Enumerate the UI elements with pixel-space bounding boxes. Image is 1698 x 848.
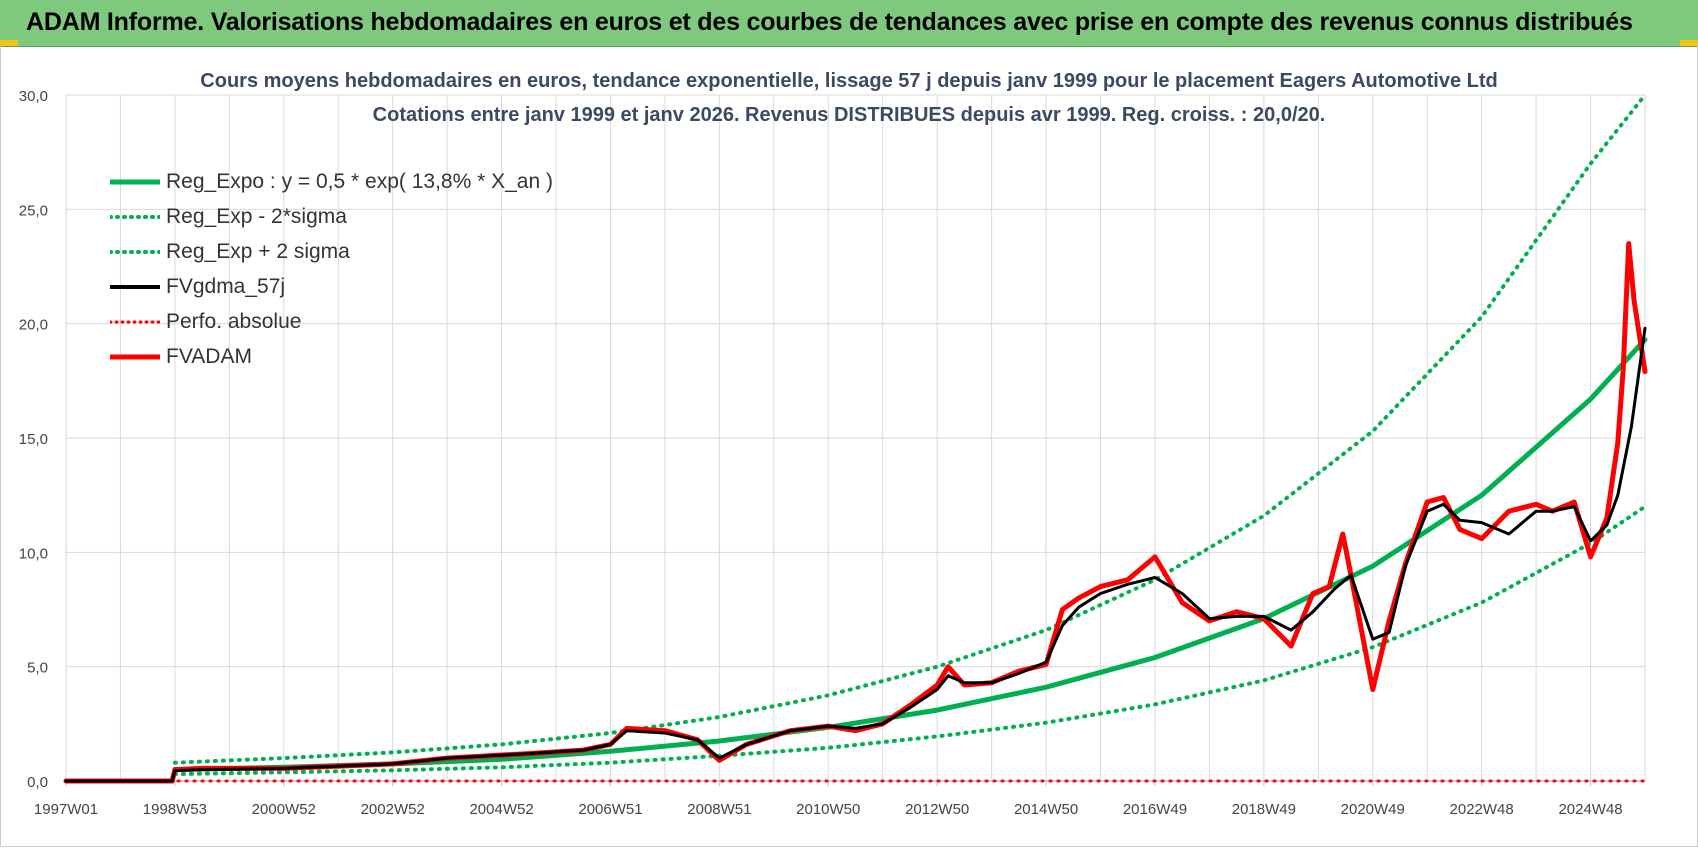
series-line	[64, 326, 1647, 783]
legend-label: Reg_Expo : y = 0,5 * exp( 13,8% * X_an )	[166, 169, 553, 193]
legend-label: Perfo. absolue	[166, 309, 302, 333]
chart-title: Cours moyens hebdomadaires en euros, ten…	[200, 70, 1498, 92]
legend-swatch-fvadam	[110, 354, 160, 359]
x-tick-label: 2014W50	[1014, 801, 1078, 818]
x-tick-label: 2022W48	[1450, 801, 1514, 818]
legend-swatch-reg-exp-minus	[110, 214, 160, 219]
x-tick-label: 2002W52	[361, 801, 425, 818]
chart-subtitle: Cotations entre janv 1999 et janv 2026. …	[372, 104, 1326, 126]
y-tick-label: 15,0	[19, 431, 48, 448]
x-tick-label: 2000W52	[252, 801, 316, 818]
y-tick-label: 10,0	[19, 545, 48, 562]
x-tick-label: 2010W50	[796, 801, 860, 818]
x-tick-label: 1998W53	[143, 801, 207, 818]
report-title: ADAM Informe. Valorisations hebdomadaire…	[26, 8, 1633, 36]
legend-label: Reg_Exp - 2*sigma	[166, 204, 347, 228]
series-line	[172, 504, 1647, 777]
y-tick-label: 25,0	[19, 202, 48, 219]
corner-marker-right	[1680, 40, 1698, 46]
chart-legend: Reg_Expo : y = 0,5 * exp( 13,8% * X_an )…	[110, 164, 553, 374]
axes: 0,0 5,0 10,0 15,0 20,0 25,0 30,0 1997W01 1998W53…	[19, 88, 1645, 818]
y-tick-label: 30,0	[19, 88, 48, 105]
legend-label: Reg_Exp + 2 sigma	[166, 239, 350, 263]
x-tick-label: 2008W51	[687, 801, 751, 818]
x-tick-label: 2004W52	[469, 801, 533, 818]
report-banner: ADAM Informe. Valorisations hebdomadaire…	[0, 0, 1698, 47]
x-tick-label: 2006W51	[578, 801, 642, 818]
x-tick-label: 2018W49	[1232, 801, 1296, 818]
legend-item: Reg_Exp + 2 sigma	[110, 234, 553, 269]
legend-swatch-perfo	[110, 320, 160, 323]
legend-swatch-reg-expo	[110, 179, 160, 184]
legend-label: FVADAM	[166, 344, 252, 368]
x-tick-label: 1997W01	[34, 801, 98, 818]
legend-item: Perfo. absolue	[110, 304, 553, 339]
x-tick-label: 2012W50	[905, 801, 969, 818]
legend-item: Reg_Exp - 2*sigma	[110, 199, 553, 234]
corner-marker-left	[0, 40, 18, 46]
y-tick-label: 0,0	[27, 774, 48, 791]
legend-swatch-fvgdma	[110, 284, 160, 289]
x-tick-label: 2024W48	[1558, 801, 1622, 818]
series-line	[172, 93, 1647, 765]
x-tick-label: 2016W49	[1123, 801, 1187, 818]
series-lines	[63, 93, 1648, 784]
legend-item: FVgdma_57j	[110, 269, 553, 304]
x-tick-label: 2020W49	[1341, 801, 1405, 818]
legend-item: Reg_Expo : y = 0,5 * exp( 13,8% * X_an )	[110, 164, 553, 199]
grid-lines	[65, 94, 1646, 782]
legend-item: FVADAM	[110, 339, 553, 374]
legend-label: FVgdma_57j	[166, 274, 286, 298]
legend-swatch-reg-exp-plus	[110, 249, 160, 254]
y-tick-label: 5,0	[27, 660, 48, 677]
y-tick-label: 20,0	[19, 317, 48, 334]
